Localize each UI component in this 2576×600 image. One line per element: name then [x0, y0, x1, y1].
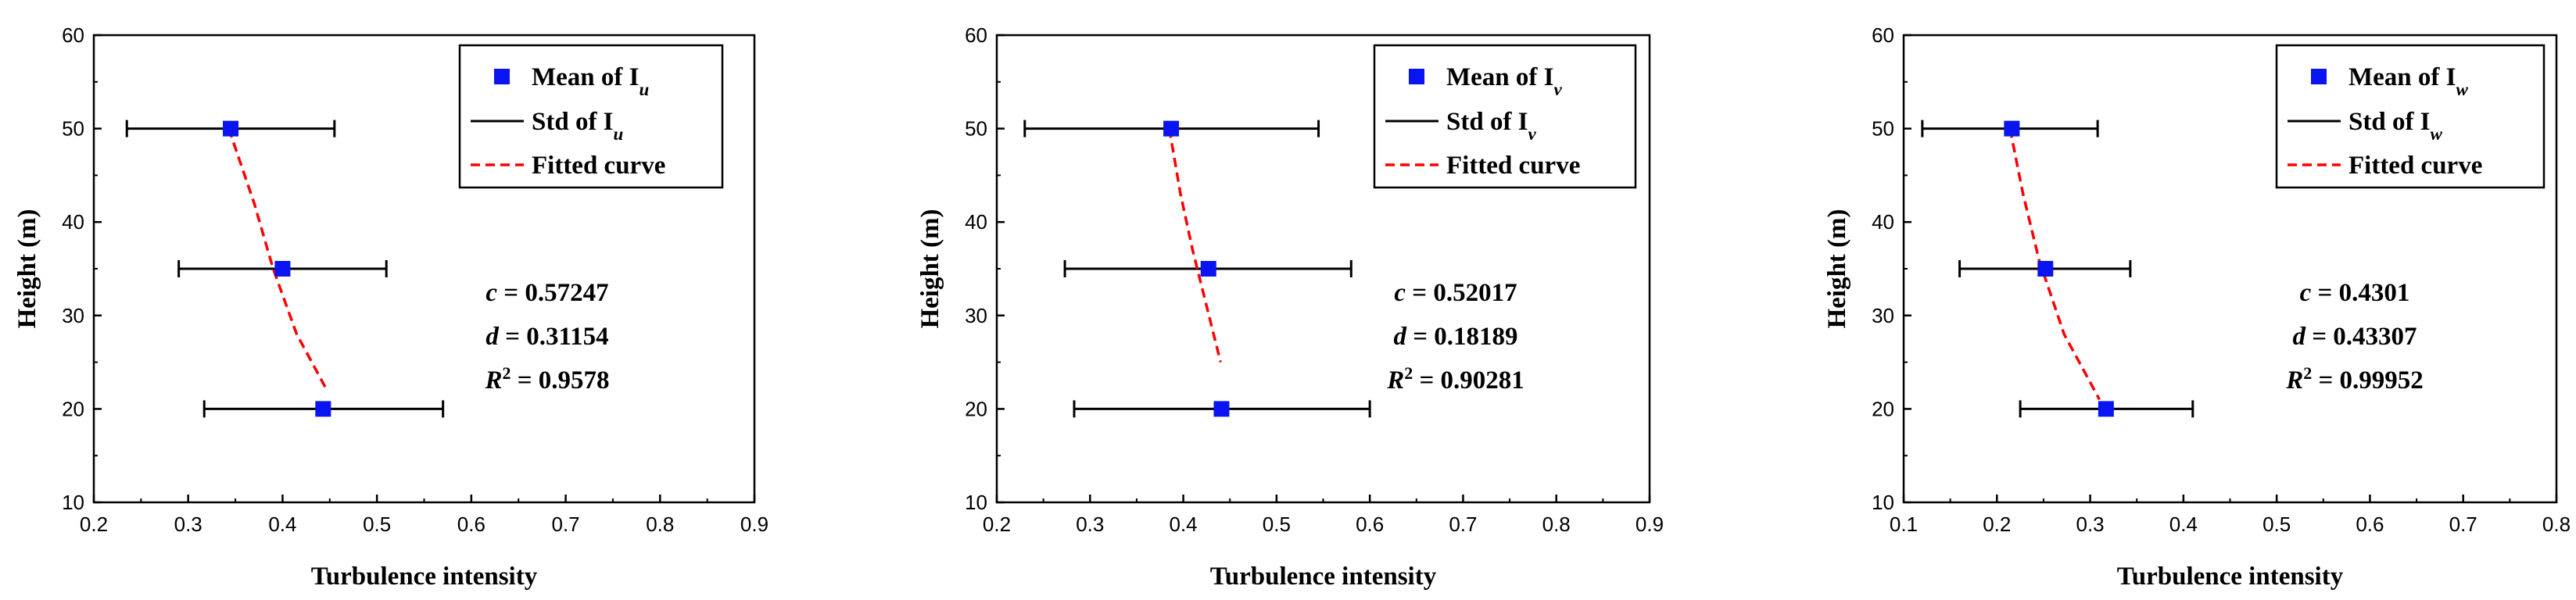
mean-marker: [1213, 401, 1230, 417]
y-tick-label: 40: [62, 210, 84, 234]
legend-mean-label: Mean of Iv: [1446, 63, 1562, 99]
x-tick-label: 0.2: [1983, 512, 2011, 536]
y-tick-label: 20: [62, 397, 84, 420]
x-tick-label: 0.6: [457, 512, 485, 536]
chart-panel-iv: 0.2 0.3 0.4 0.5 0.6 0.7 0.8 0.9 10 20 30 40 50 60 Turb…: [916, 23, 1664, 591]
x-tick-label: 0.5: [1263, 512, 1291, 536]
y-tick-label: 30: [1872, 304, 1894, 327]
legend-fit-label: Fitted curve: [2348, 152, 2482, 180]
fit-statistics: c = 0.4301 d = 0.43307 R2 = 0.99952: [2285, 279, 2424, 395]
fit-statistics: c = 0.57247 d = 0.31154 R2 = 0.9578: [484, 279, 609, 395]
legend-fit-label: Fitted curve: [532, 152, 665, 180]
mean-marker: [1200, 261, 1216, 277]
chart-panel-iw: 0.1 0.2 0.3 0.4 0.5 0.6 0.7 0.8 10 20 30 40 50 60 Turb…: [1823, 23, 2571, 591]
stat-d: d = 0.31154: [485, 323, 608, 351]
y-tick-label: 20: [1872, 397, 1894, 420]
stat-r2: R2 = 0.99952: [2285, 363, 2424, 395]
x-tick-label: 0.3: [174, 512, 202, 536]
y-tick-label: 50: [1872, 117, 1894, 141]
legend-mean-label: Mean of Iu: [532, 63, 649, 99]
y-tick-label: 50: [965, 117, 987, 141]
legend-mean-marker: [1409, 69, 1424, 84]
mean-marker: [223, 120, 239, 137]
x-tick-label: 0.9: [1636, 512, 1664, 536]
y-tick-label: 40: [965, 210, 987, 234]
y-tick-label: 20: [965, 397, 987, 420]
legend-mean-marker: [494, 69, 510, 84]
x-tick-label: 0.5: [2263, 512, 2291, 536]
mean-marker: [2004, 120, 2020, 137]
legend-std-label: Std of Iv: [1446, 108, 1537, 144]
x-tick-label: 0.5: [363, 512, 391, 536]
y-axis-title: Height (m): [1823, 209, 1851, 328]
x-tick-label: 0.7: [1449, 512, 1477, 536]
stat-c: c = 0.52017: [1394, 279, 1517, 307]
fitted-curve-line: [1167, 128, 1222, 363]
y-tick-label: 10: [62, 491, 84, 514]
x-tick-label: 0.2: [80, 512, 108, 536]
fit-statistics: c = 0.52017 d = 0.18189 R2 = 0.90281: [1386, 279, 1524, 395]
x-tick-label: 0.8: [2542, 512, 2571, 536]
x-tick-label: 0.7: [551, 512, 579, 536]
fitted-curve-line: [2008, 128, 2101, 401]
stat-d: d = 0.43307: [2292, 323, 2417, 351]
x-tick-label: 0.8: [1542, 512, 1571, 536]
x-tick-label: 0.9: [740, 512, 769, 536]
x-tick-label: 0.4: [2169, 512, 2198, 536]
legend-mean-label: Mean of Iw: [2348, 63, 2468, 99]
x-tick-label: 0.4: [1169, 512, 1197, 536]
chart-panel-iu: 0.2 0.3 0.4 0.5 0.6 0.7 0.8 0.9 10 20 30 40 50 60 Turb…: [13, 23, 769, 591]
x-tick-label: 0.4: [268, 512, 296, 536]
x-axis-title: Turbulence intensity: [311, 562, 538, 591]
x-tick-label: 0.6: [1356, 512, 1384, 536]
y-tick-label: 50: [62, 117, 84, 141]
legend-mean-marker: [2311, 69, 2327, 84]
y-tick-label: 10: [1872, 491, 1894, 514]
y-tick-label: 60: [62, 23, 84, 47]
legend: Mean of Iw Std of Iw Fitted curve: [2275, 44, 2546, 189]
x-axis-title: Turbulence intensity: [2117, 562, 2344, 591]
x-tick-label: 0.7: [2449, 512, 2477, 536]
mean-marker: [2098, 401, 2114, 417]
mean-marker: [2037, 261, 2054, 277]
y-tick-label: 30: [965, 304, 987, 327]
stat-d: d = 0.18189: [1393, 323, 1517, 351]
x-tick-label: 0.3: [2076, 512, 2104, 536]
stat-r2: R2 = 0.9578: [484, 363, 609, 395]
y-axis-title: Height (m): [916, 209, 944, 328]
legend: Mean of Iu Std of Iu Fitted curve: [458, 44, 724, 189]
stat-c: c = 0.57247: [485, 279, 608, 307]
y-axis-title: Height (m): [13, 209, 41, 328]
x-tick-label: 0.3: [1076, 512, 1104, 536]
x-tick-label: 0.8: [646, 512, 674, 536]
stat-r2: R2 = 0.90281: [1386, 363, 1524, 395]
stat-c: c = 0.4301: [2300, 279, 2410, 307]
x-tick-label: 0.1: [1890, 512, 1918, 536]
legend-fit-label: Fitted curve: [1446, 152, 1580, 180]
legend-std-label: Std of Iu: [532, 108, 624, 144]
mean-marker: [274, 261, 291, 277]
fitted-curve-line: [227, 128, 328, 391]
mean-marker: [315, 401, 331, 417]
legend-std-label: Std of Iw: [2348, 108, 2443, 144]
y-tick-label: 60: [965, 23, 987, 47]
x-tick-label: 0.6: [2356, 512, 2384, 536]
mean-marker: [1163, 120, 1180, 137]
y-tick-label: 40: [1872, 210, 1894, 234]
y-tick-label: 30: [62, 304, 84, 327]
legend: Mean of Iv Std of Iv Fitted curve: [1373, 44, 1637, 189]
y-tick-label: 60: [1872, 23, 1894, 47]
y-tick-label: 10: [965, 491, 987, 514]
x-tick-label: 0.2: [983, 512, 1011, 536]
x-axis-title: Turbulence intensity: [1210, 562, 1437, 591]
